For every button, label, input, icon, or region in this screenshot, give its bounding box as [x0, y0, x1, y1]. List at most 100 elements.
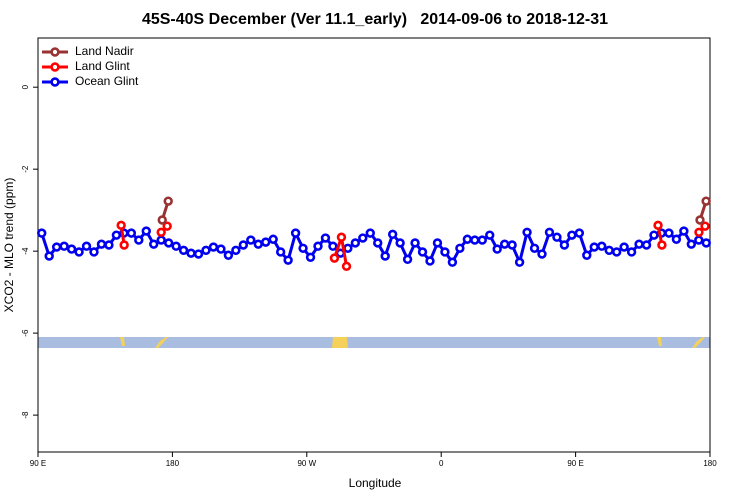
land-patch: [657, 337, 662, 346]
point: [522, 227, 532, 237]
legend-marker: [50, 77, 60, 87]
point: [134, 235, 144, 245]
point: [373, 238, 383, 248]
point: [193, 249, 204, 259]
point: [492, 244, 502, 254]
land-ocean-strip: [38, 337, 710, 348]
point: [440, 247, 450, 257]
point: [432, 238, 443, 248]
point: [157, 215, 167, 225]
point: [582, 250, 592, 260]
point: [51, 242, 62, 252]
point: [171, 241, 181, 251]
y-tick-label: -4: [21, 247, 30, 255]
point: [657, 240, 667, 250]
y-tick-label: -8: [21, 411, 30, 419]
point: [116, 220, 126, 231]
x-tick-label: 90 E: [30, 459, 46, 468]
point: [395, 238, 405, 248]
point: [552, 232, 562, 242]
point: [238, 240, 249, 250]
y-axis-label: XCO2 - MLO trend (ppm): [2, 178, 16, 313]
point: [358, 233, 368, 243]
x-tick-label: 90 E: [567, 459, 583, 468]
point: [253, 239, 263, 249]
point: [119, 240, 129, 250]
point: [417, 247, 428, 257]
point: [410, 238, 420, 248]
point: [597, 241, 607, 251]
point: [671, 234, 682, 244]
x-tick-label: 180: [703, 459, 717, 468]
point: [290, 228, 301, 238]
point: [74, 247, 84, 257]
point: [141, 226, 151, 236]
point: [81, 241, 92, 251]
point: [44, 251, 54, 261]
y-tick-label: -2: [21, 165, 30, 173]
point: [163, 238, 174, 248]
point: [574, 228, 585, 238]
point: [305, 252, 316, 262]
point: [619, 242, 629, 252]
point: [447, 257, 458, 267]
point: [96, 239, 107, 249]
point: [156, 235, 166, 245]
point: [462, 234, 473, 244]
point: [328, 241, 338, 251]
point: [201, 245, 211, 256]
point: [104, 240, 114, 250]
point: [59, 241, 69, 251]
point: [701, 238, 711, 248]
point: [695, 215, 705, 225]
y-tick-label: 0: [21, 84, 30, 89]
point: [664, 228, 674, 238]
land-patch: [155, 337, 168, 348]
point: [208, 242, 219, 252]
point: [701, 196, 711, 206]
point: [89, 247, 99, 257]
point: [275, 247, 286, 257]
point: [246, 235, 256, 245]
y-tick-label: -6: [21, 329, 30, 337]
point: [313, 241, 323, 251]
point: [604, 245, 614, 256]
point: [649, 230, 659, 240]
point: [641, 240, 652, 250]
point: [544, 227, 555, 237]
plot-area: [37, 196, 711, 272]
point: [178, 245, 189, 256]
point: [455, 243, 465, 253]
point: [380, 251, 390, 261]
point: [111, 230, 122, 240]
point: [686, 239, 697, 249]
point: [231, 245, 241, 256]
x-axis-label: Longitude: [349, 476, 402, 490]
point: [694, 235, 704, 245]
point: [350, 238, 361, 248]
point: [320, 233, 331, 243]
point: [537, 249, 547, 259]
legend-label: Ocean Glint: [75, 74, 139, 88]
land-patch: [120, 337, 125, 346]
point: [694, 227, 704, 237]
point: [163, 196, 173, 206]
point: [653, 220, 663, 231]
point: [341, 261, 352, 272]
point: [700, 221, 710, 231]
point: [679, 226, 689, 236]
ocean-strip: [38, 337, 710, 348]
point: [499, 239, 510, 249]
point: [162, 221, 172, 231]
point: [634, 239, 644, 249]
point: [268, 234, 278, 244]
point: [149, 239, 159, 249]
point: [126, 228, 137, 238]
point: [223, 250, 234, 260]
point: [402, 254, 413, 265]
legend-marker: [50, 62, 60, 72]
legend-label: Land Nadir: [75, 44, 134, 58]
point: [559, 240, 570, 250]
